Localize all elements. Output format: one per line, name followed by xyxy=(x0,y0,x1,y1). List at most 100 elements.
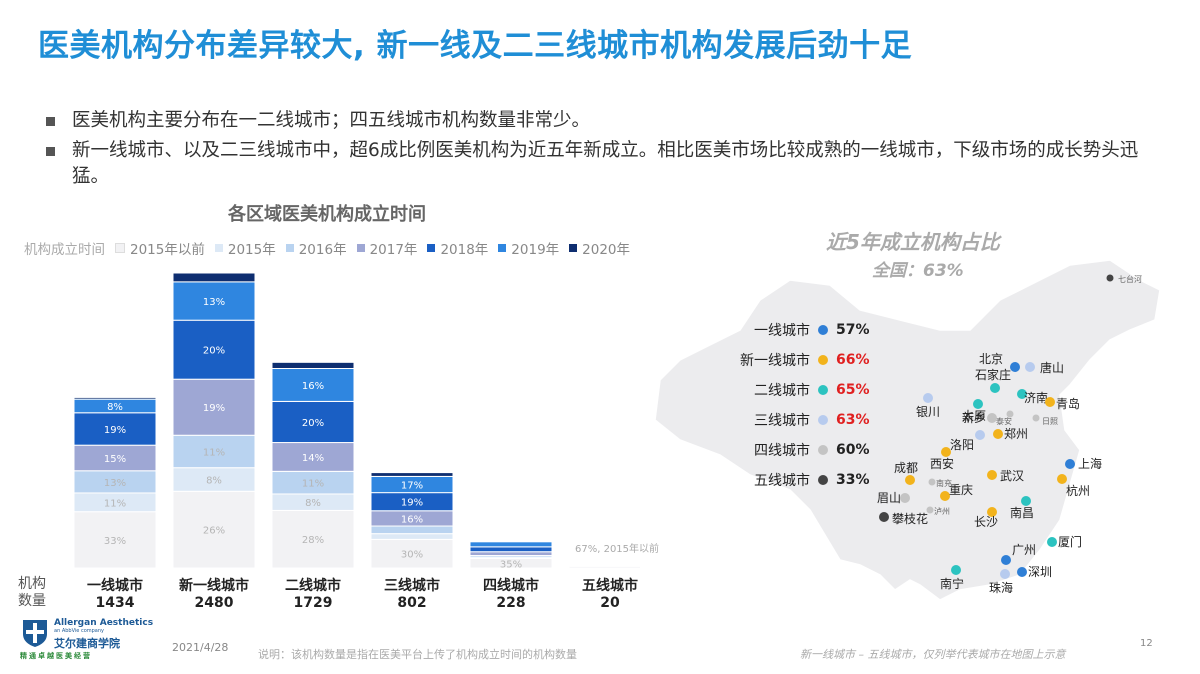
legend-swatch xyxy=(115,243,125,253)
tier-percent: 60% xyxy=(836,442,870,458)
legend-item: 2016年 xyxy=(285,238,347,258)
tier-dot xyxy=(818,415,828,425)
city-label: 眉山 xyxy=(877,491,901,505)
data-label: 14% xyxy=(302,453,324,464)
legend-label: 2017年 xyxy=(369,242,418,258)
tier-dot xyxy=(818,445,828,455)
city-marker xyxy=(1017,567,1027,577)
legend-swatch xyxy=(427,244,436,252)
legend-swatch xyxy=(356,244,365,252)
legend-swatch xyxy=(285,244,294,252)
bar-segment xyxy=(469,546,553,553)
city-label: 太原 xyxy=(962,408,986,423)
shield-icon xyxy=(23,620,47,647)
data-label: 8% xyxy=(305,498,321,509)
category-name: 一线城市 xyxy=(87,578,143,594)
bullet-marker xyxy=(46,147,55,156)
stacked-bar-chart: 33% 11% 13% 15% 19% 8% 26% 8% 11% 19% 20% 13% 28% 8% 1… xyxy=(73,272,640,570)
bar-segment xyxy=(172,434,256,469)
category-name: 五线城市 xyxy=(582,578,638,594)
allergan-logo: Allergan Aesthetics an AbbVie company 艾尔… xyxy=(18,618,153,666)
legend-item: 2018年 xyxy=(427,238,488,258)
bar-segment xyxy=(271,400,355,444)
category-count: 1434 xyxy=(95,595,135,611)
tier-dot xyxy=(818,475,828,485)
tier-name: 一线城市 xyxy=(754,323,810,339)
city-label: 泰安 xyxy=(996,416,1012,426)
data-label: 11% xyxy=(302,479,324,490)
category-name: 新一线城市 xyxy=(179,578,249,594)
bullet-item: 新一线城市、以及二三线城市中，超6成比例医美机构为近五年新成立。相比医美市场比较… xyxy=(44,138,1164,190)
city-marker xyxy=(1006,410,1014,418)
legend-label: 2015年以前 xyxy=(130,242,205,258)
city-label: 深圳 xyxy=(1028,565,1052,579)
tier-dot xyxy=(818,325,828,335)
data-label: 30% xyxy=(401,550,423,561)
city-marker xyxy=(928,478,936,486)
map-subtitle: 全国：63% xyxy=(872,261,964,281)
bullet-item: 医美机构主要分布在一二线城市；四五线城市机构数量非常少。 xyxy=(44,108,1164,134)
map-title: 近5年成立机构占比 xyxy=(826,230,1000,254)
city-label: 西安 xyxy=(930,456,954,471)
tier-row: 新一线城市 66% xyxy=(718,350,878,370)
city-marker xyxy=(951,565,961,575)
city-marker xyxy=(1106,274,1114,282)
china-outline xyxy=(654,259,1161,601)
tier-dot xyxy=(818,355,828,365)
logo-motto: 精通卓越医美经营 xyxy=(20,652,92,660)
bar-segment xyxy=(172,272,256,283)
tier-name: 新一线城市 xyxy=(740,353,810,369)
category-name: 二线城市 xyxy=(285,578,341,594)
bullet-list: 医美机构主要分布在一二线城市；四五线城市机构数量非常少。 新一线城市、以及二三线… xyxy=(44,108,1164,194)
chart-title: 各区域医美机构成立时间 xyxy=(228,204,426,225)
city-marker xyxy=(1047,537,1057,547)
data-label: 20% xyxy=(203,346,225,357)
tier-row: 二线城市 65% xyxy=(718,380,878,400)
bar-segment xyxy=(469,540,553,543)
city-marker xyxy=(905,475,915,485)
bar-segment xyxy=(370,538,454,569)
city-marker xyxy=(1025,362,1035,372)
data-label: 26% xyxy=(203,526,225,537)
bar-segment xyxy=(172,490,256,569)
tier-row: 三线城市 63% xyxy=(718,410,878,430)
city-marker xyxy=(987,413,997,423)
legend-label: 2016年 xyxy=(298,242,347,258)
city-label: 石家庄 xyxy=(975,367,1011,382)
footer-map-note: 新一线城市 – 五线城市，仅列举代表城市在地图上示意 xyxy=(800,648,1066,661)
tier-percent: 66% xyxy=(836,352,870,368)
logo-tagline: an AbbVie company xyxy=(54,628,104,634)
city-marker xyxy=(941,447,951,457)
bar-segment xyxy=(271,368,355,402)
bar-segment xyxy=(469,551,553,557)
tier-name: 二线城市 xyxy=(754,383,810,399)
city-label: 日照 xyxy=(1042,417,1058,426)
city-label: 唐山 xyxy=(1040,360,1064,375)
category-name: 三线城市 xyxy=(384,578,440,594)
legend-label: 2020年 xyxy=(582,242,631,258)
city-label: 银川 xyxy=(916,405,940,419)
city-label: 南昌 xyxy=(1010,505,1034,520)
tier-percent: 63% xyxy=(836,412,870,428)
category-count: 228 xyxy=(496,595,526,611)
data-label: 11% xyxy=(104,498,126,509)
bar-segment xyxy=(172,319,256,380)
legend-label: 2015年 xyxy=(227,242,276,258)
category-label: 五线城市 20 xyxy=(560,578,660,612)
data-label: 8% xyxy=(206,476,222,487)
category-label: 四线城市 228 xyxy=(461,578,561,612)
legend-label: 2019年 xyxy=(511,242,560,258)
chart-legend: 机构成立时间 2015年以前 2015年 2016年 2017年 2018年 2019年 2… xyxy=(24,238,640,258)
data-label: 11% xyxy=(203,447,225,458)
data-label: 33% xyxy=(104,536,126,547)
city-marker xyxy=(1000,569,1010,579)
city-label: 泸州 xyxy=(934,506,950,516)
bullet-text: 医美机构主要分布在一二线城市；四五线城市机构数量非常少。 xyxy=(72,110,591,131)
data-label: 19% xyxy=(401,498,423,509)
logo-brand: Allergan Aesthetics xyxy=(54,618,154,628)
bar-segment xyxy=(469,541,553,548)
city-label: 洛阳 xyxy=(950,437,974,452)
legend-item: 2015年以前 xyxy=(115,238,205,258)
city-marker xyxy=(1032,414,1040,422)
